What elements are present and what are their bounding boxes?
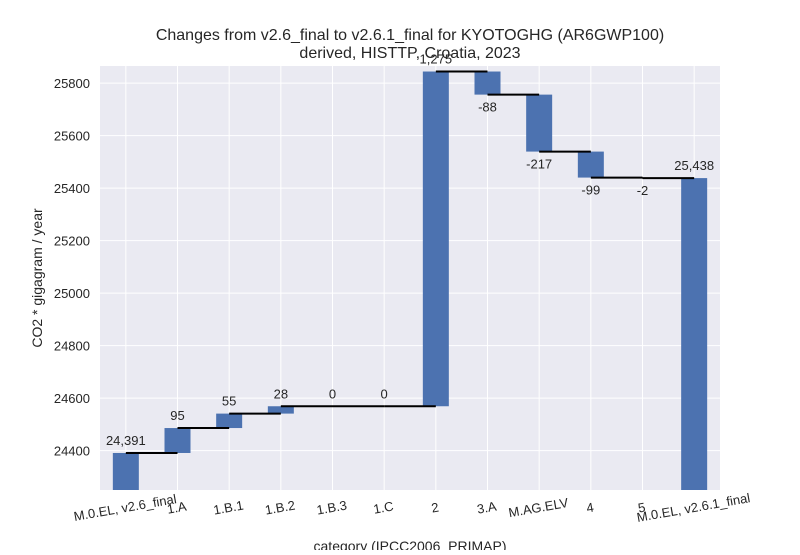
- data-label: -99: [581, 183, 600, 198]
- x-tick-label: M.0.EL, v2.6.1_final: [636, 490, 752, 525]
- waterfall-bar: [164, 428, 191, 453]
- y-tick-label: 25400: [54, 181, 90, 196]
- data-label: 28: [274, 386, 288, 401]
- x-tick-label: 2: [430, 500, 440, 516]
- data-label: 0: [329, 386, 336, 401]
- data-label: -2: [637, 183, 649, 198]
- y-tick-label: 24800: [54, 339, 90, 354]
- bars: [112, 71, 708, 491]
- waterfall-bar: [577, 151, 604, 178]
- data-label: 55: [222, 394, 236, 409]
- data-labels: 24,391 95 55 28 0 0 1,275 -88 -217 -99 -2 25,438: [106, 52, 714, 448]
- data-label: 95: [170, 408, 184, 423]
- grid-lines: [100, 66, 720, 490]
- x-tick-label: 1.A: [166, 498, 188, 516]
- waterfall-bar: [112, 452, 139, 490]
- waterfall-bar: [267, 406, 294, 414]
- y-tick-label: 25200: [54, 234, 90, 249]
- x-tick-label: M.AG.ELV: [507, 495, 569, 520]
- chart-subtitle: derived, HISTTP, Croatia, 2023: [299, 45, 520, 62]
- waterfall-bar: [216, 413, 243, 429]
- connector-lines: [125, 70, 695, 454]
- waterfall-bar: [422, 71, 449, 407]
- x-tick-label: 1.C: [372, 498, 395, 516]
- chart-title: Changes from v2.6_final to v2.6.1_final …: [156, 27, 664, 44]
- x-tick-label: 1.B.2: [264, 498, 297, 518]
- waterfall-bar: [526, 94, 553, 152]
- waterfall-bar: [681, 178, 708, 491]
- data-label: 0: [381, 386, 388, 401]
- y-axis-label: CO2 * gigagram / year: [29, 208, 45, 348]
- x-tick-label: 3.A: [476, 498, 498, 516]
- data-label: 24,391: [106, 433, 146, 448]
- x-tick-label: 5: [637, 500, 647, 516]
- y-tick-label: 25000: [54, 286, 90, 301]
- x-tick-label: M.0.EL, v2.6_final: [73, 491, 178, 524]
- y-tick-label: 24400: [54, 444, 90, 459]
- plot-area: [100, 66, 720, 490]
- y-axis-ticks: 24400 24600 24800 25000 25200 25400 25600 25800: [54, 76, 90, 459]
- data-label: -217: [526, 157, 552, 172]
- y-tick-label: 25600: [54, 129, 90, 144]
- data-label: 25,438: [674, 158, 714, 173]
- y-tick-label: 25800: [54, 76, 90, 91]
- data-label: -88: [478, 100, 497, 115]
- waterfall-bar: [474, 71, 501, 95]
- x-tick-label: 1.B.3: [315, 498, 348, 518]
- x-tick-label: 4: [585, 500, 595, 516]
- data-label: 1,275: [420, 52, 453, 67]
- x-tick-label: 1.B.1: [212, 498, 245, 518]
- y-tick-label: 24600: [54, 391, 90, 406]
- x-axis-label: category (IPCC2006_PRIMAP): [314, 538, 507, 550]
